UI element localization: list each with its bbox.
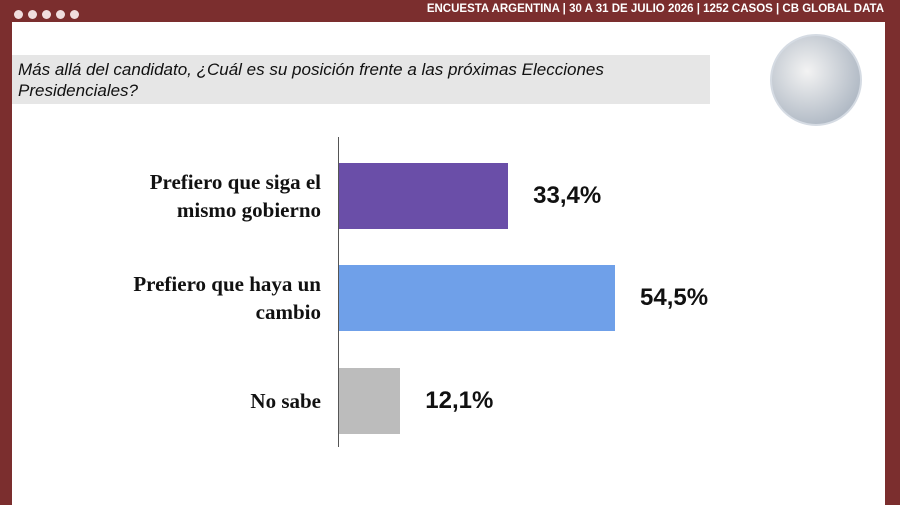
axis-line [338,137,339,447]
value-label: 12,1% [425,387,494,414]
dot [56,10,65,19]
category-label: Prefiero que haya un cambio [133,272,321,324]
header: ENCUESTA ARGENTINA | 30 A 31 DE JULIO 20… [426,3,884,15]
dot [42,10,51,19]
bar [339,265,615,331]
photo [770,34,862,126]
dot [70,10,79,19]
dot [14,10,23,19]
chart-title: Más allá del candidato, ¿Cuál es su posi… [12,55,710,104]
bar [339,368,401,434]
value-label: 33,4% [533,182,602,209]
dot [28,10,37,19]
category-label: Prefiero que siga el mismo gobierno [149,170,321,222]
category-label: No sabe [250,389,321,413]
value-label: 54,5% [640,284,709,311]
panel: Más allá del candidato, ¿Cuál es su posi… [12,22,885,505]
bar [339,163,509,229]
